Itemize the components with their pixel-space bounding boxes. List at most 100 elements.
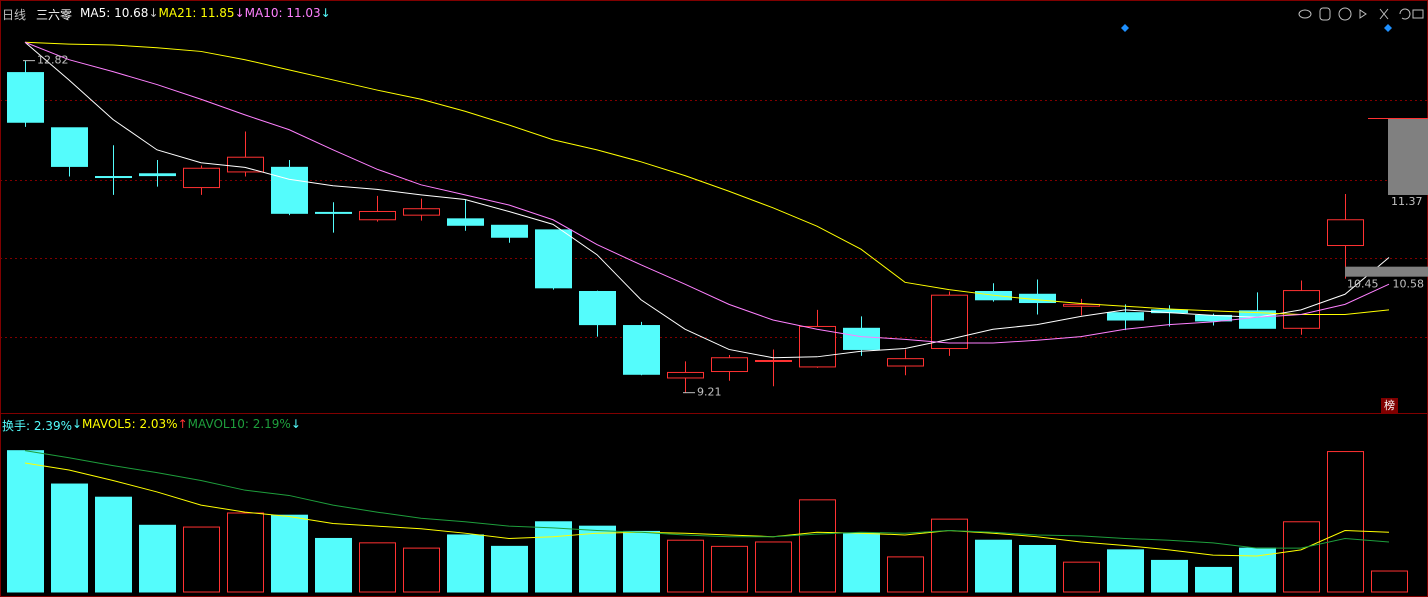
candle-body (403, 208, 440, 216)
legend-arrow: ↑ (177, 417, 188, 431)
volume-header: 换手: 2.39% ↓ MAVOL5: 2.03% ↑ MAVOL10: 2.19%… (2, 417, 301, 434)
badge[interactable]: 榜 (1384, 398, 1395, 412)
legend-arrow: ↓ (234, 6, 245, 20)
volume-bar (315, 537, 352, 593)
legend-entry: MA10: 11.03 (244, 6, 321, 20)
hand-icon[interactable] (1319, 7, 1331, 21)
candle-body (7, 72, 44, 123)
legend-arrow: ↓ (148, 6, 159, 20)
volume-bar (535, 521, 572, 593)
legend-arrow: ↓ (320, 6, 331, 20)
play-icon[interactable] (1338, 7, 1352, 21)
volume-bar (183, 526, 220, 593)
volume-bar (95, 496, 132, 593)
candle-body (227, 156, 264, 173)
price-label: 11.37 (1391, 195, 1423, 208)
candle-body (579, 291, 616, 326)
candle-body (755, 359, 792, 362)
legend-entry: MA21: 11.85 (158, 6, 235, 20)
window-icon[interactable] (1412, 9, 1424, 19)
volume-bar (1327, 451, 1364, 593)
candle-body (931, 294, 968, 350)
undo-icon[interactable] (1399, 8, 1411, 20)
candle-body (711, 357, 748, 373)
period: 日线 (2, 8, 27, 22)
candle-body (359, 210, 396, 221)
price-label: 12.82 (37, 54, 69, 67)
volume-bar (491, 545, 528, 593)
candle-body (271, 166, 308, 214)
ma-line (24, 41, 1390, 359)
volume-bar (755, 541, 792, 593)
price-label: 10.58 (1393, 278, 1425, 291)
marker-diamond[interactable] (1384, 24, 1392, 32)
candle-body (491, 224, 528, 238)
candle-body (1107, 312, 1144, 321)
legend-arrow: ↓ (290, 417, 301, 431)
candle-body (95, 176, 132, 179)
volume-bar (359, 542, 396, 593)
ma-line (24, 41, 1390, 315)
volume-bar (579, 525, 616, 593)
ma-line (24, 450, 1390, 549)
candle-body (799, 325, 836, 368)
candle-body (1063, 303, 1100, 307)
volume-bar (799, 499, 836, 593)
candle-body (183, 167, 220, 189)
volume-bar (1063, 561, 1100, 593)
volume-bar (1151, 559, 1188, 593)
price-range-box (1388, 118, 1428, 195)
candle-body (843, 327, 880, 350)
turnover-label: 换手: 2.39% (2, 419, 72, 433)
price-label: 9.21 (697, 386, 722, 399)
volume-bar (447, 534, 484, 593)
candle-body (1327, 219, 1364, 247)
volume-bar (271, 514, 308, 593)
candle-body (535, 229, 572, 289)
candle-body (139, 173, 176, 177)
price-header: 日线 三六零 MA5: 10.68 ↓ MA21: 11.85 ↓ MA10: 11.0… (2, 6, 331, 23)
badge-box[interactable] (1381, 398, 1398, 413)
candle-body (315, 211, 352, 214)
ma-line (24, 41, 1390, 344)
volume-bar (623, 530, 660, 593)
volume-bar (975, 539, 1012, 593)
volume-bar (1107, 549, 1144, 593)
candle-body (51, 127, 88, 167)
candle-body (447, 218, 484, 226)
candle-body (887, 358, 924, 367)
volume-bar (139, 524, 176, 593)
volume-bar (711, 545, 748, 593)
step-icon[interactable] (1359, 9, 1367, 19)
candle-body (667, 371, 704, 379)
volume-bar (1019, 544, 1056, 593)
legend-entry: MAVOL5: 2.03% (82, 417, 178, 431)
stock-name: 三六零 (36, 8, 73, 22)
volume-bar (1283, 521, 1320, 593)
volume-bar (1239, 547, 1276, 593)
volume-bar (667, 539, 704, 593)
legend-entry: MAVOL10: 2.19% (187, 417, 291, 431)
volume-bar (403, 547, 440, 593)
marker-diamond[interactable] (1121, 24, 1129, 32)
candle-body (623, 325, 660, 375)
price-label: 10.45 (1347, 278, 1379, 291)
cut-icon[interactable] (1379, 8, 1389, 20)
volume-bar (51, 483, 88, 593)
eye-icon[interactable] (1298, 9, 1312, 19)
volume-bar (887, 556, 924, 593)
legend-entry: MA5: 10.68 (80, 6, 149, 20)
toolbar (1298, 7, 1424, 21)
grid (0, 100, 1428, 338)
volume-bar (843, 532, 880, 593)
volume-bar (1371, 570, 1408, 593)
last-price-band (1345, 266, 1428, 277)
turnover-arrow: ↓ (71, 417, 83, 431)
volume-bar (7, 450, 44, 593)
volume-bar (227, 512, 264, 593)
volume-bar (931, 518, 968, 593)
ma-line (24, 462, 1390, 557)
volume-bar (1195, 566, 1232, 593)
